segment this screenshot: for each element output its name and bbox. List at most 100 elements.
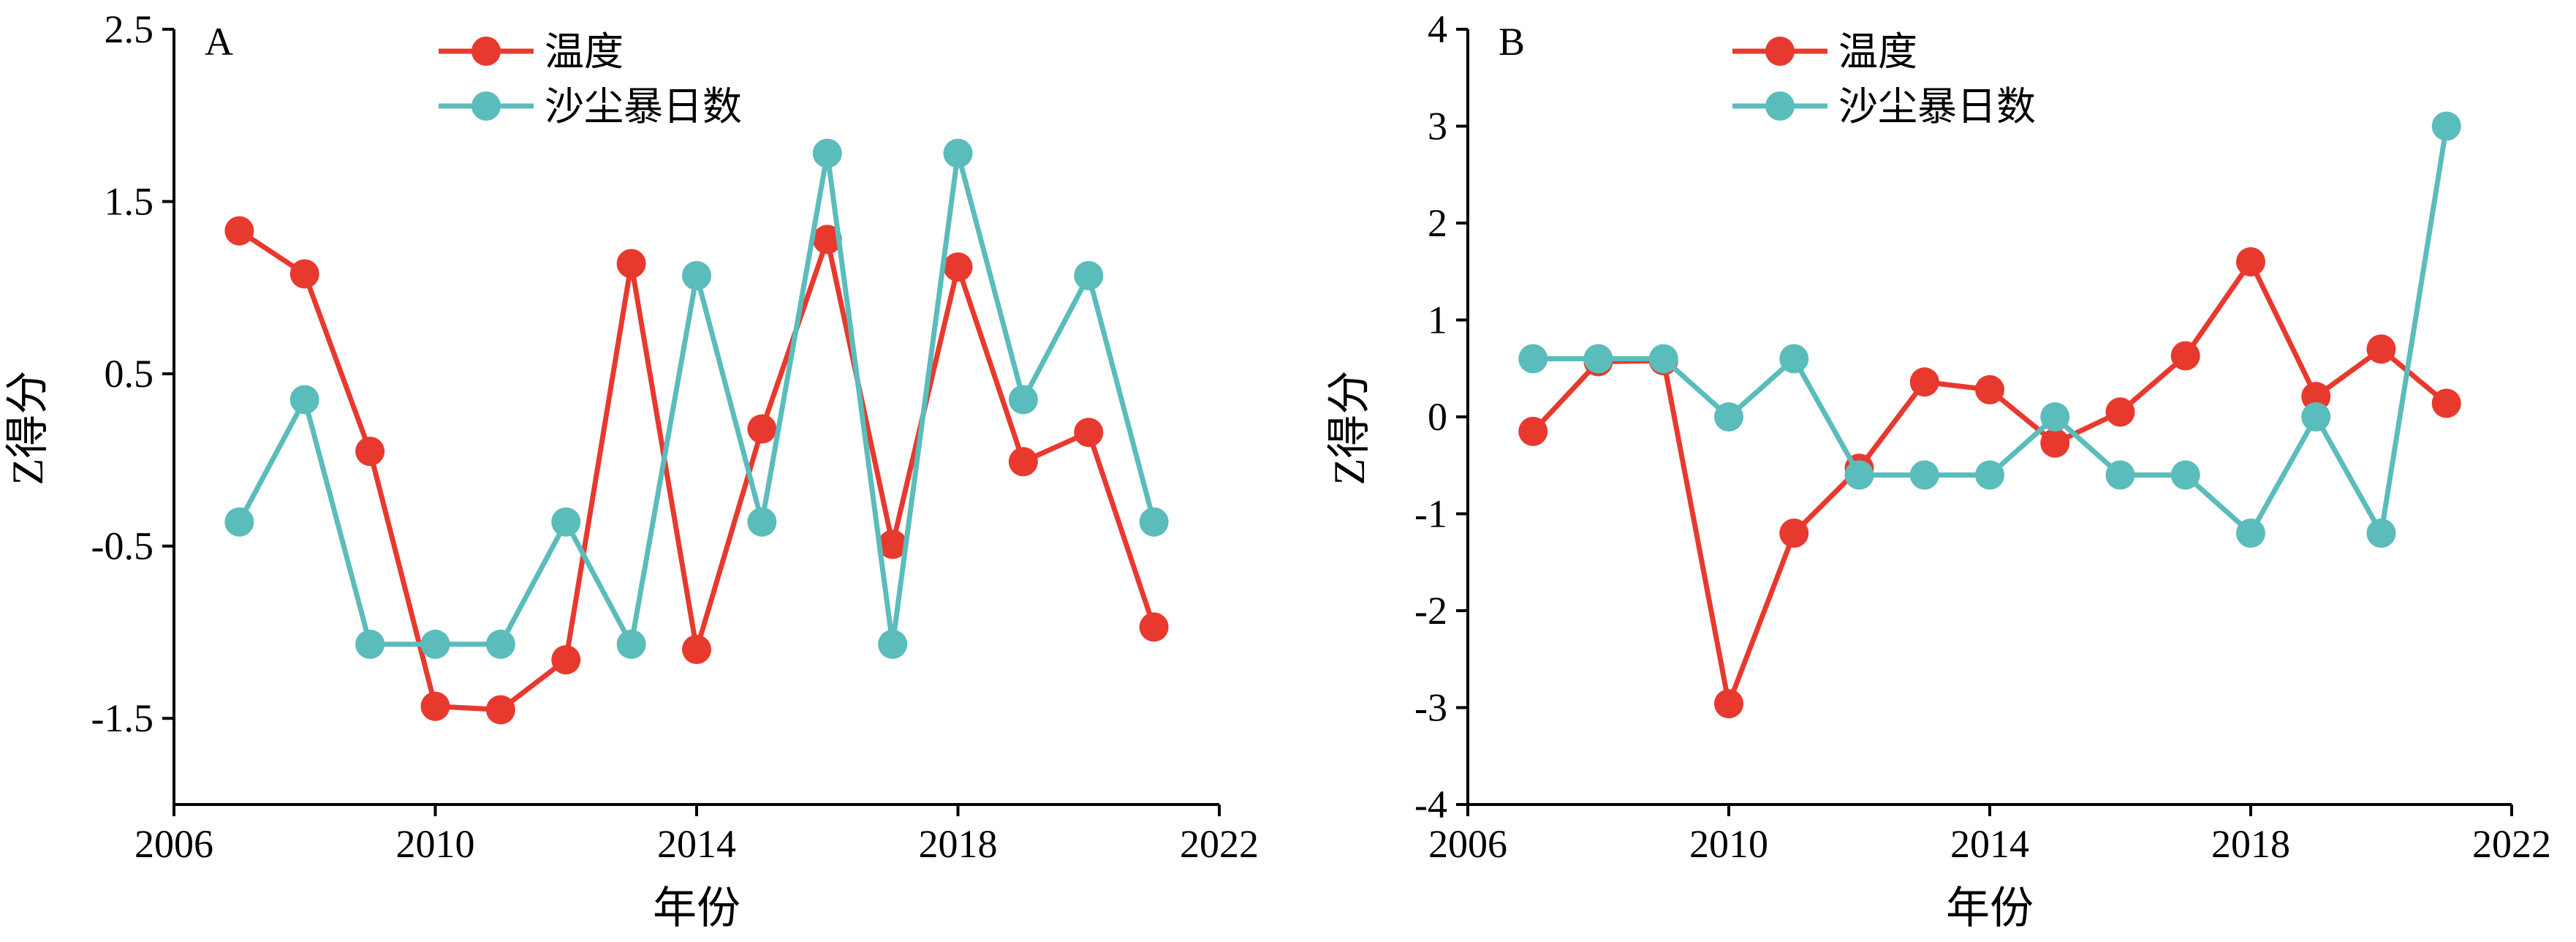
data-point-temperature-b — [1909, 367, 1939, 397]
legend-item-temperature-b: 温度 — [1732, 30, 1917, 74]
data-point-temperature-a — [747, 414, 777, 444]
x-axis-title-a: 年份 — [653, 884, 740, 932]
x-tick-label-a: 2022 — [1180, 822, 1259, 866]
data-point-temperature-a — [551, 645, 581, 675]
data-point-temperature-a — [420, 691, 450, 721]
data-point-duststorm-b — [2431, 111, 2461, 141]
data-point-temperature-a — [289, 259, 319, 289]
x-tick-label-b: 2010 — [1689, 822, 1768, 866]
data-point-duststorm-b — [1844, 460, 1874, 490]
x-tick-label-a: 2018 — [919, 822, 998, 866]
data-point-temperature-a — [812, 225, 842, 255]
y-tick-label-a: 0.5 — [105, 352, 154, 396]
y-tick-label-b: -4 — [1414, 783, 1447, 826]
y-tick-label-b: -2 — [1414, 589, 1447, 633]
y-tick-label-a: -1.5 — [91, 696, 154, 740]
y-tick-label-b: -1 — [1414, 492, 1447, 536]
data-point-duststorm-b — [1909, 460, 1939, 490]
legend-label-temperature-a: 温度 — [545, 30, 624, 74]
data-point-temperature-a — [485, 695, 515, 725]
x-tick-label-b: 2022 — [2472, 822, 2551, 866]
legend-label-temperature-b: 温度 — [1838, 30, 1917, 74]
data-point-duststorm-b — [1975, 460, 2004, 490]
data-point-duststorm-a — [485, 629, 515, 659]
data-point-duststorm-b — [2236, 519, 2265, 548]
x-tick-label-b: 2014 — [1950, 822, 2029, 866]
data-point-duststorm-a — [1008, 385, 1038, 415]
data-point-temperature-b — [2431, 388, 2461, 418]
data-point-duststorm-b — [1583, 344, 1613, 374]
series-duststorm-a — [224, 138, 1169, 659]
legend-label-duststorm-b: 沙尘暴日数 — [1838, 85, 2036, 129]
data-point-temperature-a — [224, 216, 254, 246]
x-tick-label-b: 2018 — [2211, 822, 2290, 866]
panel-label-a: A — [205, 20, 233, 64]
data-point-duststorm-a — [224, 507, 254, 537]
legend-marker-duststorm-a — [471, 91, 501, 121]
y-tick-label-b: 1 — [1428, 298, 1447, 342]
legend-label-duststorm-a: 沙尘暴日数 — [545, 85, 742, 129]
data-point-duststorm-a — [616, 629, 646, 659]
x-tick-label-a: 2010 — [396, 822, 475, 866]
data-point-duststorm-b — [2105, 460, 2135, 490]
legend-item-duststorm-a: 沙尘暴日数 — [439, 85, 742, 129]
x-tick-label-b: 2006 — [1428, 822, 1507, 866]
panel-label-b: B — [1499, 20, 1525, 64]
data-point-temperature-b — [1975, 374, 2004, 404]
data-point-temperature-b — [2301, 382, 2331, 412]
data-point-duststorm-b — [1779, 344, 1809, 374]
y-tick-label-a: 2.5 — [105, 7, 154, 51]
legend-b: 温度 沙尘暴日数 — [1732, 30, 2036, 129]
y-tick-label-b: 4 — [1428, 7, 1447, 51]
data-point-temperature-a — [616, 249, 646, 279]
y-tick-label-b: -3 — [1414, 686, 1447, 730]
y-axis-title-b: Z得分 — [1325, 371, 1374, 486]
data-point-duststorm-a — [812, 138, 842, 168]
y-tick-label-a: -0.5 — [91, 524, 154, 568]
data-point-duststorm-a — [943, 138, 973, 168]
data-point-temperature-a — [878, 530, 908, 559]
series-temperature-a — [224, 216, 1169, 725]
data-point-duststorm-a — [1139, 507, 1169, 537]
data-point-duststorm-b — [2170, 460, 2200, 490]
data-point-duststorm-b — [2040, 402, 2070, 432]
data-point-temperature-b — [1518, 416, 1548, 446]
legend-marker-temperature-b — [1765, 37, 1795, 66]
x-axis-title-b: 年份 — [1946, 884, 2034, 932]
data-point-temperature-a — [682, 635, 711, 664]
data-point-duststorm-a — [747, 507, 777, 537]
x-tick-label-a: 2006 — [135, 822, 213, 866]
data-point-temperature-b — [2366, 334, 2396, 364]
legend-item-temperature-a: 温度 — [439, 30, 624, 74]
x-tick-label-a: 2014 — [657, 822, 736, 866]
data-point-temperature-a — [943, 252, 973, 282]
data-point-duststorm-a — [420, 629, 450, 659]
data-point-duststorm-b — [2366, 519, 2396, 548]
data-point-temperature-a — [1008, 447, 1038, 477]
data-point-duststorm-a — [551, 507, 581, 537]
data-point-duststorm-a — [355, 629, 385, 659]
data-point-temperature-a — [355, 437, 385, 467]
axes-a: 2.5 1.5 0.5 -0.5 -1.5 2006 2010 2014 2018 2022 — [91, 7, 1259, 866]
data-point-duststorm-a — [1074, 260, 1104, 290]
data-point-temperature-b — [2236, 247, 2265, 276]
legend-item-duststorm-b: 沙尘暴日数 — [1732, 85, 2036, 129]
data-point-temperature-b — [2170, 341, 2200, 371]
data-point-temperature-b — [2105, 397, 2135, 427]
data-point-duststorm-b — [1714, 402, 1743, 432]
data-point-temperature-a — [1074, 418, 1104, 448]
data-point-duststorm-b — [1518, 344, 1548, 374]
data-point-temperature-a — [1139, 612, 1169, 642]
data-point-duststorm-b — [1648, 344, 1678, 374]
y-tick-label-b: 2 — [1428, 201, 1447, 245]
data-point-duststorm-b — [2301, 402, 2331, 432]
legend-marker-duststorm-b — [1765, 91, 1795, 121]
legend-a: 温度 沙尘暴日数 — [439, 30, 742, 129]
series-duststorm-b — [1518, 111, 2461, 548]
data-point-duststorm-a — [289, 385, 319, 415]
y-tick-label-a: 1.5 — [105, 180, 154, 224]
